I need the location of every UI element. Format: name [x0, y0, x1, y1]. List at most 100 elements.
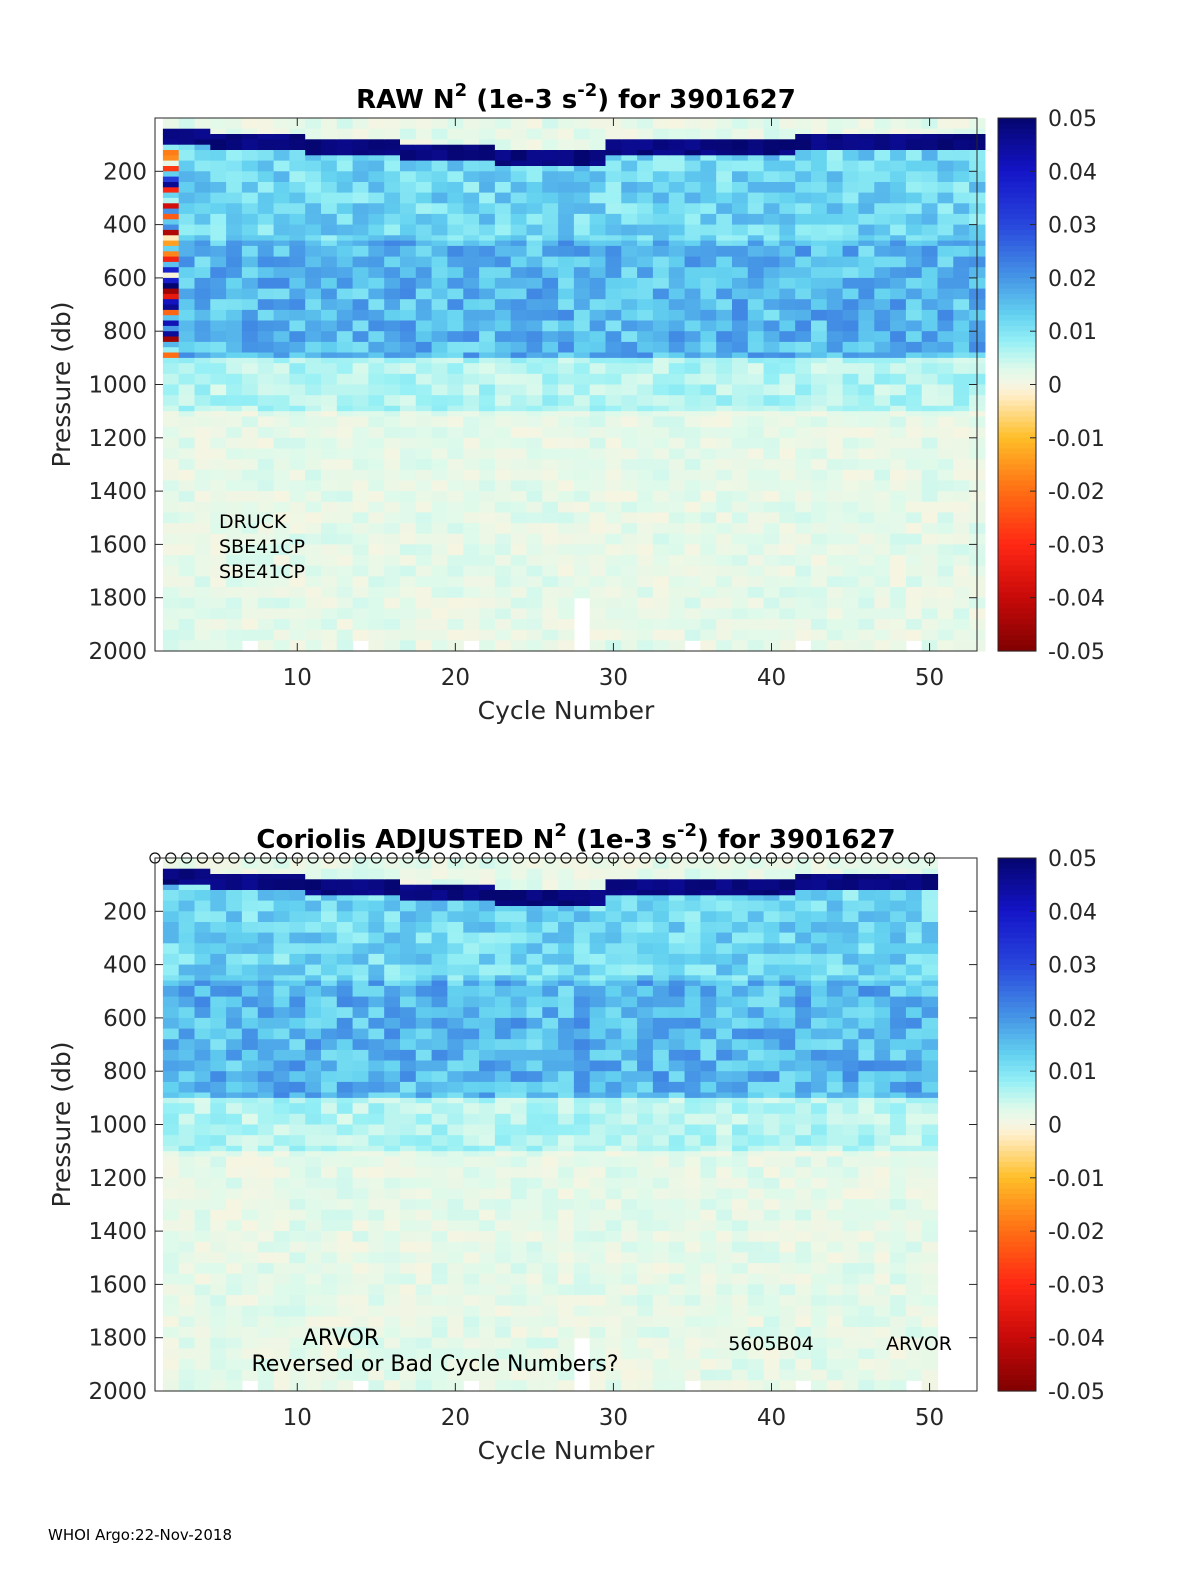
heatmap-cell — [763, 352, 780, 359]
heatmap-cell — [273, 453, 290, 460]
heatmap-cell — [494, 309, 512, 316]
heatmap-cell — [305, 453, 322, 460]
heatmap-cell — [732, 224, 749, 231]
heatmap-cell — [194, 352, 211, 359]
heatmap-cell — [479, 256, 496, 263]
heatmap-cell — [447, 144, 464, 151]
heatmap-cell — [257, 176, 275, 183]
heatmap-cell — [890, 608, 907, 615]
heatmap-cell — [526, 571, 543, 577]
heatmap-cell — [352, 166, 369, 172]
heatmap-cell — [747, 155, 765, 162]
heatmap-cell — [162, 640, 180, 647]
heatmap-cell — [795, 373, 812, 380]
heatmap-cell — [479, 608, 496, 615]
heatmap-cell — [447, 576, 464, 583]
heatmap-cell — [937, 533, 954, 540]
heatmap-cell — [194, 379, 211, 386]
heatmap-cell — [826, 576, 844, 583]
heatmap-cell — [779, 363, 796, 370]
heatmap-cell — [605, 613, 622, 620]
heatmap-cell — [668, 507, 686, 513]
heatmap-cell — [652, 405, 670, 412]
heatmap-cell — [415, 416, 433, 423]
heatmap-cell — [400, 219, 417, 226]
heatmap-cell — [652, 363, 670, 370]
heatmap-cell — [589, 229, 607, 236]
heatmap-cell — [716, 427, 733, 433]
heatmap-cell — [573, 171, 591, 178]
heatmap-cell — [526, 368, 543, 375]
heatmap-cell — [447, 480, 464, 487]
heatmap-cell — [826, 155, 844, 162]
heatmap-cell — [858, 229, 875, 236]
heatmap-cell — [494, 123, 512, 130]
heatmap-cell — [858, 139, 875, 146]
heatmap-cell — [384, 245, 401, 252]
heatmap-cell — [558, 219, 575, 226]
heatmap-cell — [826, 544, 844, 551]
heatmap-cell — [732, 309, 749, 316]
heatmap-cell — [210, 597, 227, 604]
heatmap-cell — [447, 352, 464, 359]
heatmap-cell — [905, 384, 923, 391]
heatmap-cell — [384, 469, 401, 476]
heatmap-cell — [289, 597, 306, 604]
heatmap-cell — [589, 379, 607, 386]
heatmap-cell — [400, 134, 417, 140]
heatmap-cell — [842, 645, 859, 652]
heatmap-cell — [542, 309, 559, 316]
heatmap-cell — [558, 373, 575, 380]
heatmap-cell — [162, 320, 180, 327]
heatmap-cell — [542, 528, 559, 535]
heatmap-cell — [273, 256, 290, 263]
heatmap-cell — [479, 357, 496, 364]
heatmap-cell — [558, 528, 575, 535]
heatmap-cell — [194, 357, 211, 364]
heatmap-cell — [811, 400, 828, 407]
heatmap-cell — [210, 379, 227, 386]
heatmap-cell — [415, 640, 433, 647]
heatmap-cell — [589, 405, 607, 412]
heatmap-cell — [226, 288, 243, 295]
heatmap-cell — [921, 496, 939, 503]
heatmap-cell — [510, 469, 528, 476]
heatmap-cell — [779, 315, 796, 322]
heatmap-cell — [558, 272, 575, 279]
heatmap-cell — [668, 544, 686, 551]
heatmap-cell — [763, 192, 780, 199]
heatmap-cell — [732, 272, 749, 279]
heatmap-cell — [336, 261, 354, 268]
heatmap-cell — [194, 613, 211, 620]
heatmap-cell — [589, 533, 607, 540]
heatmap-cell — [352, 448, 369, 455]
heatmap-cell — [542, 256, 559, 263]
heatmap-cell — [621, 544, 638, 551]
heatmap-cell — [905, 592, 923, 599]
heatmap-cell — [210, 635, 227, 641]
heatmap-cell — [858, 176, 875, 183]
heatmap-cell — [652, 187, 670, 194]
heatmap-cell — [305, 517, 322, 524]
heatmap-cell — [589, 256, 607, 263]
heatmap-cell — [542, 315, 559, 322]
heatmap-cell — [921, 581, 939, 588]
heatmap-cell — [194, 272, 211, 279]
heatmap-cell — [479, 160, 496, 167]
heatmap-cell — [779, 597, 796, 604]
heatmap-cell — [874, 507, 891, 513]
heatmap-cell — [415, 592, 433, 599]
heatmap-cell — [447, 539, 464, 545]
heatmap-cell — [874, 267, 891, 274]
heatmap-cell — [905, 155, 923, 162]
heatmap-cell — [194, 453, 211, 460]
heatmap-cell — [732, 603, 749, 609]
heatmap-cell — [795, 208, 812, 215]
heatmap-cell — [605, 150, 622, 156]
heatmap-cell — [573, 581, 591, 588]
heatmap-cell — [542, 475, 559, 481]
heatmap-cell — [890, 496, 907, 503]
heatmap-cell — [273, 299, 290, 306]
heatmap-cell — [305, 608, 322, 615]
heatmap-cell — [573, 448, 591, 455]
